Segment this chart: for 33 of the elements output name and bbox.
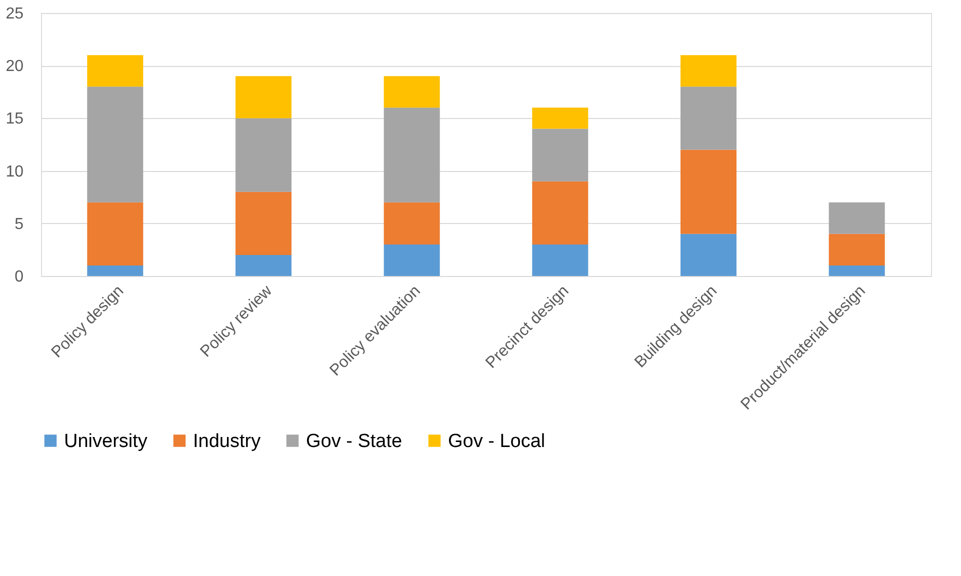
- bar: [680, 150, 736, 234]
- bar: [828, 265, 885, 276]
- bar: [236, 76, 292, 118]
- legend-label: Gov - State: [306, 430, 402, 452]
- bar: [680, 86, 736, 150]
- bar: [87, 202, 144, 266]
- bar: [87, 86, 144, 202]
- bar: [532, 181, 588, 244]
- y-tick-label: 5: [14, 216, 24, 233]
- bar: [384, 76, 440, 108]
- y-tick-label: 20: [6, 58, 24, 76]
- bar: [87, 265, 144, 276]
- bar: [532, 108, 588, 129]
- y-tick-label: 0: [14, 268, 24, 286]
- bar: [828, 202, 885, 234]
- legend-label: University: [64, 430, 148, 452]
- y-tick-label: 25: [6, 6, 24, 22]
- bar: [87, 55, 144, 87]
- legend-label: Gov - Local: [448, 430, 546, 452]
- bar: [828, 234, 885, 266]
- bar: [680, 55, 736, 87]
- bar: [384, 108, 440, 202]
- bar: [236, 254, 292, 276]
- y-tick-label: 15: [6, 110, 24, 128]
- bar: [532, 128, 588, 182]
- bar: [236, 192, 292, 255]
- y-tick-label: 10: [6, 163, 24, 180]
- bar: [384, 244, 440, 276]
- bar: [236, 118, 292, 192]
- legend-label: Industry: [193, 430, 262, 452]
- bar: [384, 202, 440, 244]
- bar: [532, 244, 588, 276]
- bar: [680, 234, 736, 276]
